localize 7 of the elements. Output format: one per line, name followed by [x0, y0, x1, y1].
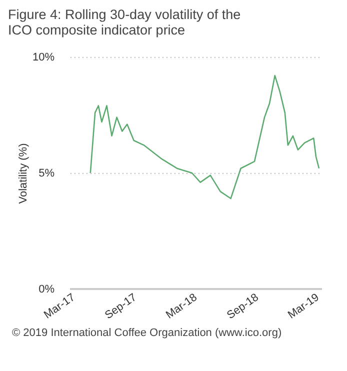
y-axis-title: Volatility (%) [17, 143, 30, 204]
y-tick-label: 10% [32, 52, 55, 64]
line-series [90, 74, 320, 200]
y-tick-label: 0% [38, 284, 55, 296]
text: © 2019 International Coffee Organization (www.ico.org) [12, 327, 283, 339]
y-tick-label: 5% [38, 168, 55, 180]
chart-title: Figure 4: Rolling 30-day volatility of the ICO composite indicator price [8, 7, 241, 38]
